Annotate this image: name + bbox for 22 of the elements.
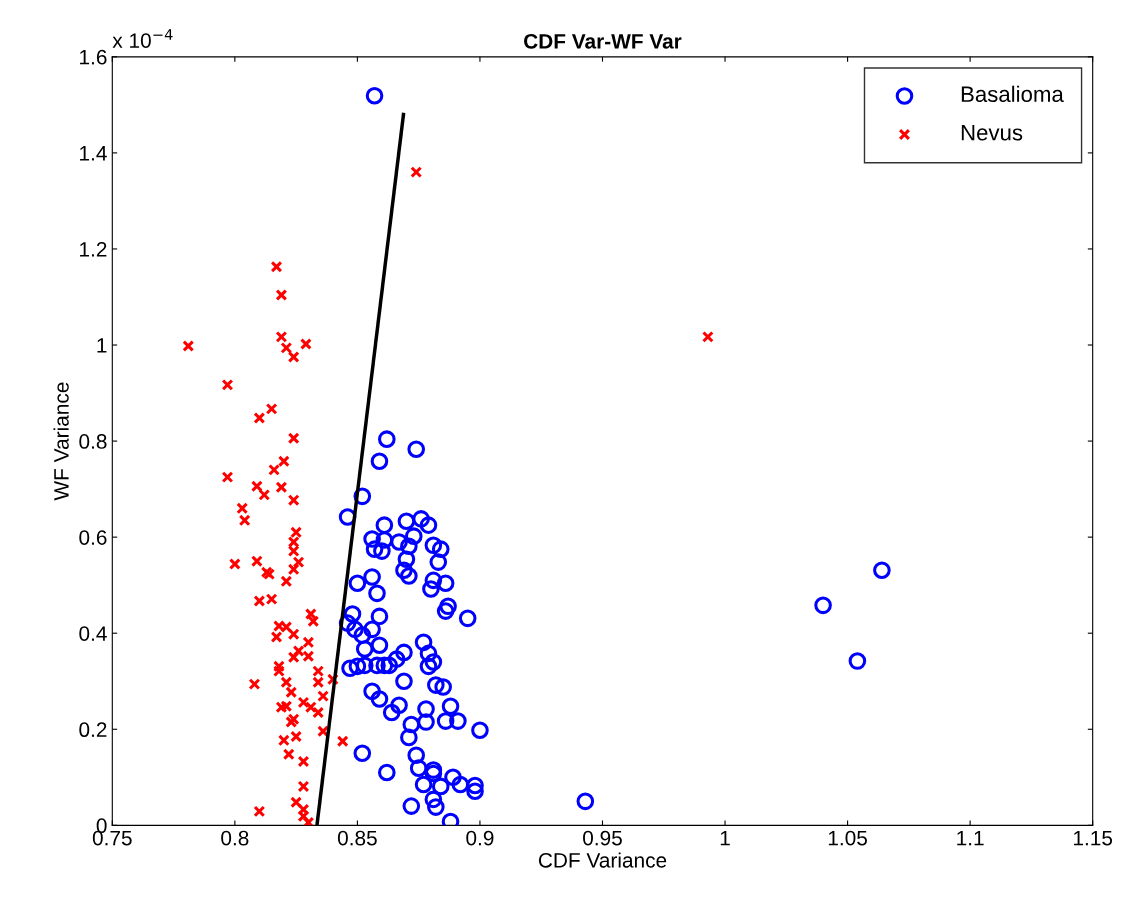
- x-tick-label: 0.9: [466, 830, 494, 846]
- y-tick-label: 0.8: [79, 434, 107, 449]
- y-tick-label: 0.2: [79, 722, 107, 738]
- x-tick-label: 0.95: [583, 830, 622, 846]
- x-tick-label: 0.8: [221, 830, 249, 846]
- x-axis-title: CDF Variance: [538, 852, 667, 868]
- y-tick-label: 0.6: [79, 530, 107, 545]
- legend-label: Nevus: [961, 125, 1023, 141]
- x-tick-label: 0.85: [337, 830, 377, 846]
- x-tick-label: 1.15: [1074, 830, 1113, 846]
- y-tick-label: 1.6: [80, 49, 107, 65]
- text: x 10$^{−4}$: [112, 29, 173, 48]
- y-tick-label: 1: [97, 338, 107, 353]
- chart-title: CDF Var-WF Var: [524, 33, 682, 49]
- legend-label: Basalioma: [961, 85, 1064, 103]
- x-tick-label: 1.05: [828, 830, 867, 846]
- y-tick-label: 1.2: [80, 241, 107, 257]
- x-tick-label: 1: [720, 830, 730, 846]
- x-tick-label: 1.1: [957, 830, 984, 846]
- y-tick-label: 1.4: [80, 146, 107, 161]
- y-axis-title: WF Variance: [53, 382, 69, 501]
- y-tick-label: 0.4: [79, 626, 107, 641]
